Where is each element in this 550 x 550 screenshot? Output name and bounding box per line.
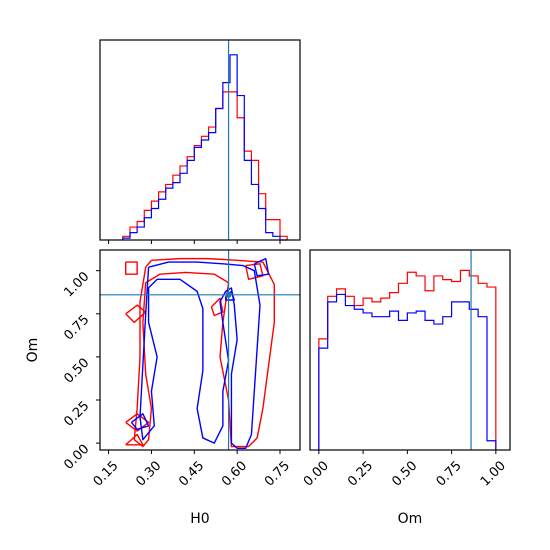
joint-xtick-label-0: 0.15 (91, 458, 122, 489)
joint-xtick-label-1: 0.30 (133, 458, 164, 489)
contour-blue-3 (130, 413, 150, 431)
h0-marginal-hist-blue (122, 54, 288, 241)
h0-marginal-ticks (108, 240, 281, 244)
y-axis-label-om: Om (25, 338, 41, 363)
x-axis-label-om: Om (398, 511, 423, 527)
joint-x-ticks: 0.15 0.30 0.45 0.60 0.75 (91, 450, 293, 490)
om-xtick-label-4: 1.00 (478, 458, 509, 489)
contour-red-1 (125, 261, 138, 275)
om-xtick-label-2: 0.50 (389, 458, 420, 489)
contour-red-4 (125, 433, 144, 446)
h0-marginal-panel (99, 39, 301, 244)
joint-xtick-label-3: 0.60 (219, 458, 250, 489)
joint-ytick-label-4: 1.00 (61, 269, 92, 300)
joint-ytick-label-1: 0.25 (61, 399, 92, 430)
joint-ytick-label-2: 0.50 (61, 355, 92, 386)
joint-ytick-label-0: 0.00 (61, 442, 92, 473)
joint-panel: 0.15 0.30 0.45 0.60 0.75 0.00 0.25 0.50 0.75 1.0… (25, 249, 301, 527)
contour-blue-1 (253, 257, 270, 277)
contour-red-6 (210, 297, 224, 317)
joint-y-ticks: 0.00 0.25 0.50 0.75 1.00 (61, 269, 100, 473)
contour-red-3 (125, 413, 150, 432)
joint-xtick-label-4: 0.75 (262, 458, 293, 489)
om-histograms (318, 269, 497, 450)
om-marginal-panel: 0.00 0.25 0.50 0.75 1.00 Om (301, 249, 511, 527)
h0-marginal-frame (99, 39, 301, 241)
x-axis-label-h0: H0 (190, 511, 209, 527)
contour-red-5 (245, 263, 264, 281)
joint-xtick-label-2: 0.45 (176, 458, 207, 489)
h0-histograms (122, 54, 288, 241)
joint-contours (125, 257, 275, 449)
om-xtick-label-3: 0.75 (434, 458, 465, 489)
om-marginal-frame (309, 249, 511, 451)
om-xtick-label-0: 0.00 (301, 458, 332, 489)
joint-frame (99, 249, 301, 451)
om-marginal-hist-blue (318, 293, 497, 450)
contour-blue-0 (139, 261, 261, 449)
contour-red-0 (133, 257, 275, 448)
om-x-ticks: 0.00 0.25 0.50 0.75 1.00 (301, 450, 509, 490)
joint-ytick-label-3: 0.75 (61, 312, 92, 343)
om-xtick-label-1: 0.25 (345, 458, 376, 489)
